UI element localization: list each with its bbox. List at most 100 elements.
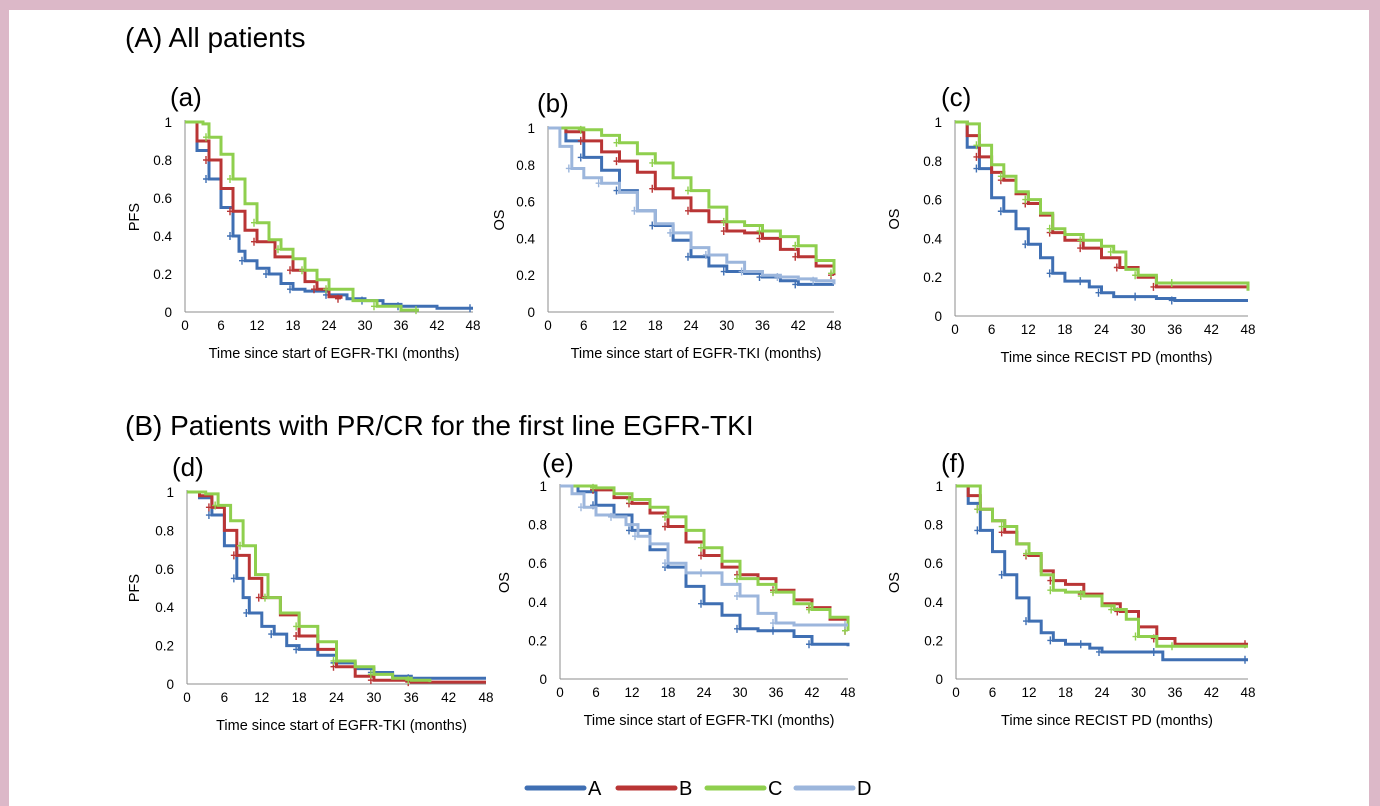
censor-mark-B-e	[698, 551, 704, 560]
y-tick-label-a: 0.8	[153, 153, 172, 168]
censor-mark-A-f	[998, 570, 1005, 579]
censor-mark-B-b	[685, 206, 691, 215]
censor-mark-B-b	[792, 252, 799, 261]
censor-mark-A-a	[239, 256, 245, 265]
y-axis-label-b: OS	[492, 210, 508, 231]
legend-label-B: B	[679, 778, 692, 800]
y-tick-label-f: 1	[935, 479, 943, 494]
censor-mark-B-d	[205, 503, 212, 512]
y-tick-label-d: 1	[166, 485, 174, 500]
censor-mark-B-b	[649, 184, 656, 193]
censor-mark-A-b	[720, 267, 727, 276]
censor-mark-A-f	[1150, 647, 1157, 656]
x-tick-label-e: 0	[556, 685, 564, 700]
censor-mark-C-c	[1022, 195, 1029, 204]
censor-mark-A-e	[698, 599, 704, 608]
series-D-curve-e	[560, 484, 848, 627]
censor-mark-C-c	[1107, 247, 1114, 256]
censor-mark-A-e	[626, 526, 632, 535]
x-tick-label-f: 0	[952, 685, 960, 700]
y-tick-label-f: 0	[935, 672, 943, 687]
series-C-curve-b	[548, 126, 836, 274]
x-tick-label-c: 36	[1167, 322, 1182, 337]
y-tick-label-c: 0.6	[923, 193, 942, 208]
censor-mark-C-b	[649, 158, 656, 167]
x-tick-label-e: 48	[840, 685, 855, 700]
x-tick-label-b: 12	[612, 318, 627, 333]
censor-mark-D-e	[608, 512, 614, 521]
x-tick-label-a: 6	[217, 318, 225, 333]
x-tick-label-e: 36	[768, 685, 783, 700]
censor-mark-D-e	[770, 619, 776, 628]
y-tick-label-a: 0.6	[153, 191, 172, 206]
censor-mark-B-d	[255, 593, 262, 602]
x-tick-label-a: 18	[285, 318, 300, 333]
censor-mark-C-c	[1168, 279, 1175, 288]
series-D-curve-b	[548, 126, 836, 285]
y-tick-label-b: 0.6	[516, 195, 535, 210]
y-tick-label-d: 0.8	[155, 523, 174, 538]
panel-label-c: (c)	[941, 82, 971, 112]
series-C-curve-a	[185, 120, 419, 312]
y-tick-label-f: 0.6	[924, 556, 943, 571]
x-tick-label-d: 24	[329, 690, 345, 705]
panel-label-a: (a)	[170, 82, 202, 112]
x-tick-label-c: 48	[1240, 322, 1255, 337]
censor-mark-A-d	[205, 511, 212, 520]
censor-mark-D-b	[774, 273, 781, 282]
censor-mark-A-a	[263, 270, 269, 278]
censor-mark-A-a	[287, 285, 293, 294]
censor-mark-B-d	[293, 632, 300, 640]
x-tick-label-b: 36	[755, 318, 770, 333]
x-axis-label-b: Time since start of EGFR-TKI (months)	[571, 346, 822, 362]
censor-mark-B-c	[1150, 282, 1157, 291]
censor-mark-C-d	[261, 593, 268, 602]
y-tick-label-e: 0.2	[528, 633, 547, 648]
censor-mark-A-a	[467, 304, 473, 313]
x-tick-label-f: 12	[1021, 685, 1036, 700]
censor-mark-A-d	[243, 608, 250, 617]
x-tick-label-c: 42	[1204, 322, 1219, 337]
censor-mark-C-f	[1169, 642, 1175, 651]
x-tick-label-a: 48	[465, 318, 480, 333]
x-axis-label-a: Time since start of EGFR-TKI (months)	[209, 346, 460, 362]
censor-mark-C-e	[662, 512, 668, 521]
y-tick-label-d: 0	[166, 677, 174, 692]
censor-mark-C-a	[275, 245, 281, 254]
y-tick-label-a: 0.4	[153, 229, 172, 244]
censor-mark-C-f	[1077, 592, 1084, 601]
y-tick-label-c: 0	[934, 309, 942, 324]
x-tick-label-a: 24	[321, 318, 337, 333]
y-axis-label-e: OS	[497, 572, 513, 593]
censor-mark-B-a	[227, 207, 233, 216]
censor-mark-D-b	[738, 267, 745, 276]
x-tick-label-e: 24	[696, 685, 712, 700]
series-C-curve-f	[956, 484, 1248, 648]
censor-mark-C-e	[734, 574, 740, 583]
x-tick-label-c: 18	[1057, 322, 1072, 337]
x-tick-label-f: 36	[1167, 685, 1182, 700]
x-tick-label-d: 6	[221, 690, 229, 705]
censor-mark-C-a	[371, 302, 377, 311]
censor-mark-C-b	[756, 227, 763, 236]
censor-mark-C-f	[998, 522, 1005, 531]
y-tick-label-d: 0.6	[155, 562, 174, 577]
censor-mark-D-b	[595, 179, 602, 188]
y-tick-label-d: 0.2	[155, 639, 174, 654]
censor-mark-C-a	[227, 175, 233, 183]
x-tick-label-b: 6	[580, 318, 588, 333]
series-A-curve-e	[560, 484, 850, 647]
censor-mark-A-c	[1022, 240, 1029, 249]
y-tick-label-e: 0	[539, 672, 547, 687]
censor-mark-D-b	[810, 276, 817, 285]
x-tick-label-e: 30	[732, 685, 747, 700]
censor-mark-C-e	[698, 543, 704, 552]
x-tick-label-f: 42	[1204, 685, 1219, 700]
censor-mark-A-b	[792, 280, 799, 289]
censor-mark-B-a	[311, 285, 317, 294]
censor-mark-C-b	[792, 241, 799, 250]
censor-mark-D-e	[632, 532, 638, 541]
censor-mark-D-b	[667, 228, 674, 237]
censor-mark-A-c	[1046, 269, 1053, 278]
